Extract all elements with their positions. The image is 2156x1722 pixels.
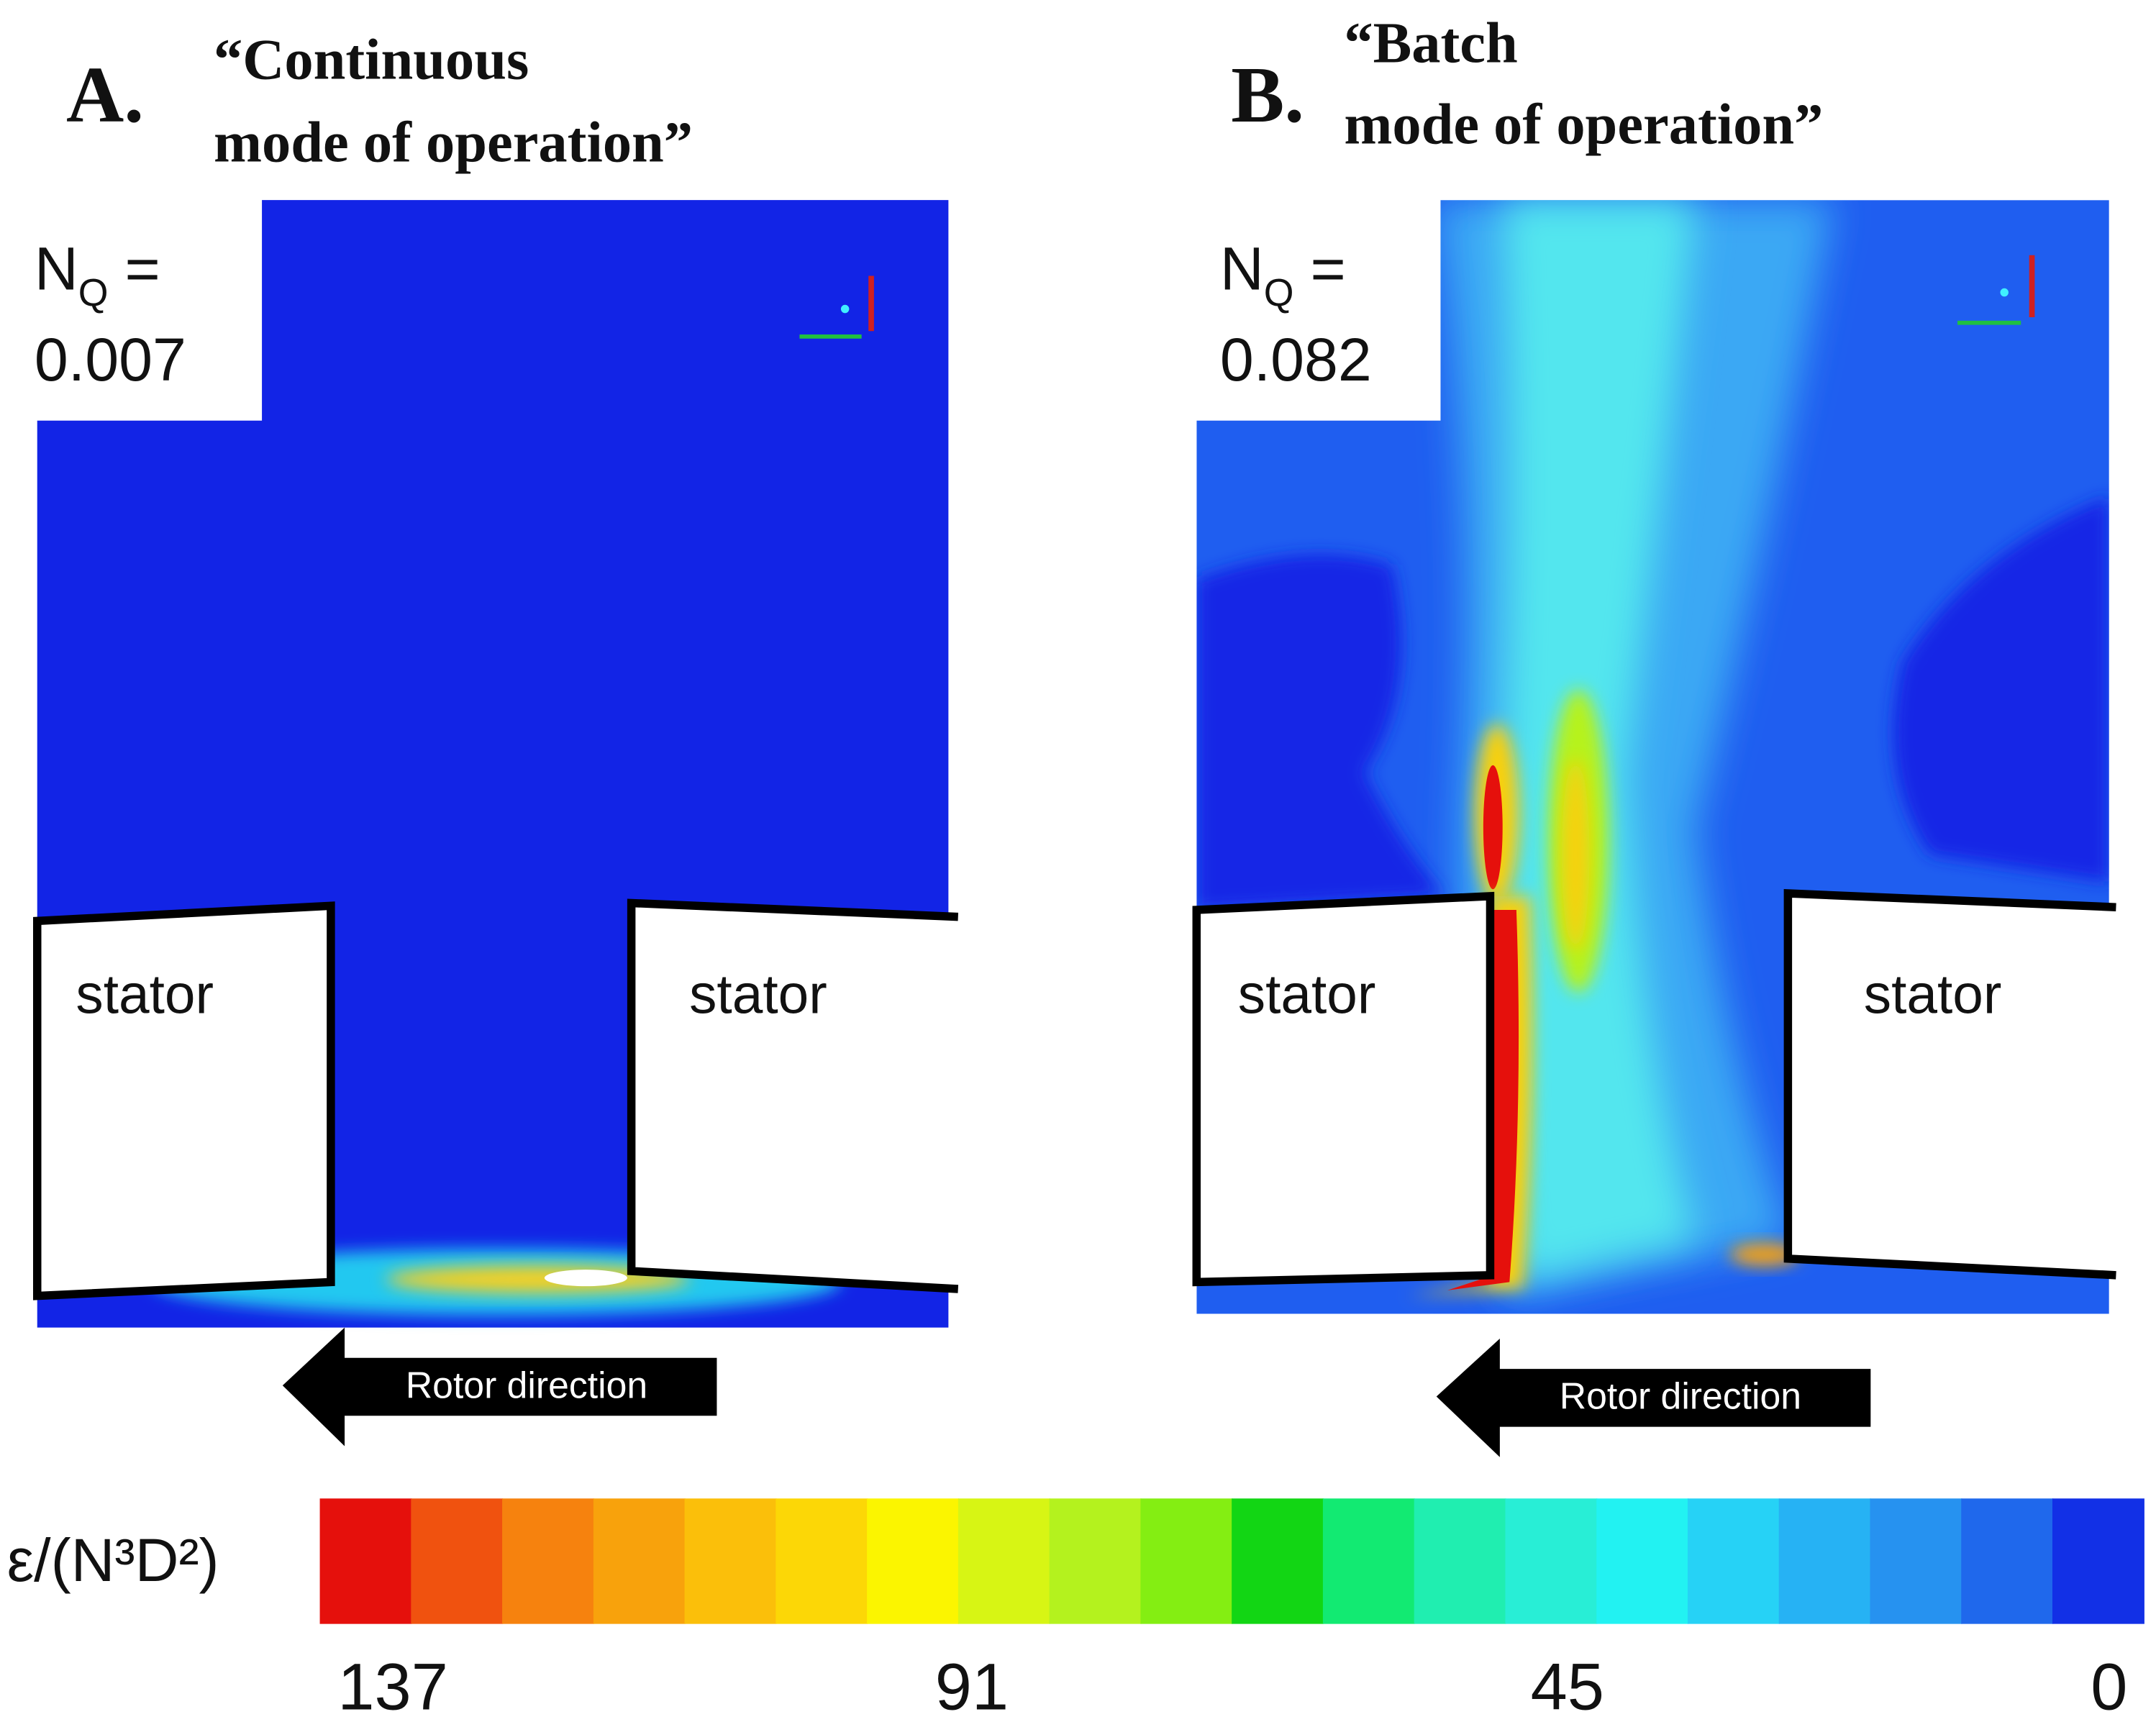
stator-label: stator: [1238, 965, 1376, 1026]
colorbar-band: [411, 1498, 504, 1624]
panel-title: “Continuous: [214, 28, 529, 92]
colorbar-band: [958, 1498, 1050, 1624]
colorbar-tick-label: 45: [1531, 1650, 1604, 1722]
colorbar-band: [593, 1498, 686, 1624]
colorbar-tick-label: 137: [337, 1650, 447, 1722]
nq-label: NQ =: [35, 235, 160, 315]
nq-symbol: N: [35, 235, 78, 303]
colorbar-label: ε/(N³D²): [7, 1526, 219, 1594]
colorbar-band: [1778, 1498, 1871, 1624]
colorbar-band: [2052, 1498, 2144, 1624]
rotor-arrow: [1436, 1338, 1871, 1457]
nq-equals: =: [125, 235, 160, 303]
rotor-label: Rotor direction: [406, 1364, 647, 1406]
stator-label: stator: [689, 965, 827, 1026]
panel-label: B.: [1231, 51, 1304, 140]
stator-label: stator: [1864, 965, 2002, 1026]
stator-shape: [1192, 891, 1495, 1287]
colorbar-band: [775, 1498, 868, 1624]
stator-shape: [1783, 889, 2116, 1280]
colorbar-band: [1140, 1498, 1233, 1624]
colorbar-band: [1049, 1498, 1142, 1624]
panel-a: A. “Continuous mode of operation” stator…: [32, 28, 959, 1447]
panel-title: mode of operation”: [1344, 93, 1823, 157]
colorbar-band: [867, 1498, 960, 1624]
nq-equals: =: [1310, 235, 1345, 303]
nq-subscript: Q: [1264, 272, 1294, 315]
stator-shape: [627, 898, 959, 1293]
colorbar-band: [1414, 1498, 1506, 1624]
panel-label: A.: [66, 51, 144, 140]
panel-title: “Batch: [1344, 12, 1517, 76]
nq-value: 0.082: [1220, 326, 1372, 393]
nq-symbol: N: [1220, 235, 1264, 303]
axis-icon: [799, 275, 874, 339]
colorbar: ε/(N³D²) 137 91 45 0: [7, 1498, 2144, 1722]
colorbar-band: [1505, 1498, 1598, 1624]
panel-title: mode of operation”: [214, 111, 693, 175]
colorbar-band: [1687, 1498, 1780, 1624]
colorbar-band: [1322, 1498, 1415, 1624]
rotor-label: Rotor direction: [1560, 1375, 1801, 1417]
colorbar-band: [1961, 1498, 2054, 1624]
stator-label: stator: [76, 965, 214, 1026]
colorbar-band: [1870, 1498, 1962, 1624]
nq-value: 0.007: [35, 326, 186, 393]
nq-subscript: Q: [78, 272, 109, 315]
stator-shape: [32, 901, 335, 1300]
panel-b: B. “Batch mode of operation” stator stat…: [1192, 12, 2116, 1457]
colorbar-band: [502, 1498, 594, 1624]
colorbar-band: [1232, 1498, 1324, 1624]
axis-icon: [1957, 255, 2035, 325]
colorbar-band: [319, 1498, 412, 1624]
colorbar-band: [684, 1498, 777, 1624]
colorbar-tick-label: 91: [935, 1650, 1009, 1722]
colorbar-band: [1596, 1498, 1689, 1624]
nq-label: NQ =: [1220, 235, 1346, 315]
rotor-arrow: [282, 1327, 717, 1447]
colorbar-tick-label: 0: [2091, 1650, 2127, 1722]
